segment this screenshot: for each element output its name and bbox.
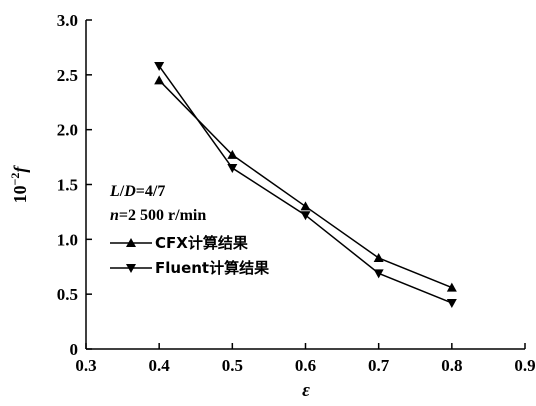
svg-text:10−2f: 10−2f <box>8 165 30 204</box>
x-tick-label: 0.5 <box>222 356 243 375</box>
annotation-ld-value: =4/7 <box>136 183 166 200</box>
x-tick-label: 0.7 <box>368 356 390 375</box>
annotation-L: L <box>109 183 120 200</box>
annotation-n-value: =2 500 r/min <box>119 207 206 224</box>
x-axis-title: ε <box>302 380 310 401</box>
y-tick-label: 1.5 <box>57 176 78 195</box>
y-axis-title: 10−2f <box>8 165 30 204</box>
y-axis-title-exp: −2 <box>8 173 22 186</box>
series-1-point <box>227 164 237 173</box>
y-axis-title-base: 10 <box>10 185 30 203</box>
y-tick-label: 2.5 <box>57 66 78 85</box>
y-tick-label: 3.0 <box>57 11 78 30</box>
y-tick-label: 0 <box>70 340 79 359</box>
y-tick-label: 2.0 <box>57 121 78 140</box>
y-axis-title-var: f <box>10 165 30 173</box>
annotation-line-1: L/D=4/7 <box>109 183 165 200</box>
series-0-point <box>374 253 384 262</box>
legend-label-cfx: CFX计算结果 <box>155 234 249 252</box>
legend: CFX计算结果 Fluent计算结果 <box>110 234 270 277</box>
series-1-point <box>374 269 384 278</box>
annotation-n: n <box>110 207 119 224</box>
x-tick-label: 0.8 <box>441 356 462 375</box>
y-tick-label: 1.0 <box>57 230 78 249</box>
series-line-0 <box>159 80 452 287</box>
series-0-point <box>154 75 164 84</box>
series-0-point <box>301 201 311 210</box>
annotation-line-2: n=2 500 r/min <box>110 207 206 224</box>
legend-label-fluent: Fluent计算结果 <box>155 259 270 277</box>
x-tick-label: 0.6 <box>295 356 316 375</box>
x-tick-label: 0.9 <box>514 356 535 375</box>
annotation-D: D <box>123 183 136 200</box>
series-0-point <box>447 283 457 292</box>
series-1-point <box>447 299 457 308</box>
y-tick-label: 0.5 <box>57 285 78 304</box>
x-tick-label: 0.3 <box>75 356 96 375</box>
x-tick-label: 0.4 <box>149 356 171 375</box>
x-ticks: 0.3 0.4 0.5 0.6 0.7 0.8 0.9 <box>75 343 535 375</box>
